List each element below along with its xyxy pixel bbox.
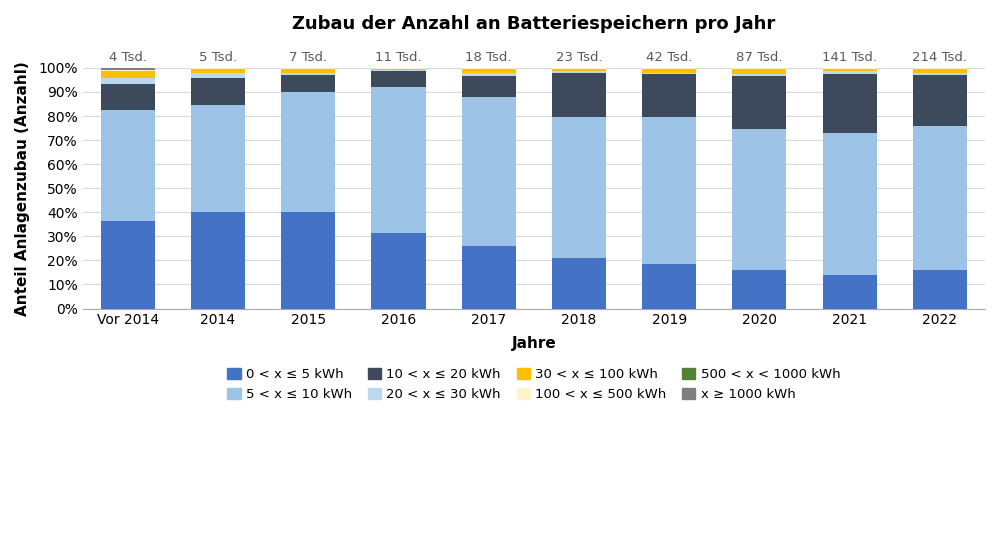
Bar bbox=[552, 258, 606, 309]
Bar bbox=[281, 72, 335, 75]
Text: 87 Tsd.: 87 Tsd. bbox=[736, 51, 783, 64]
Bar bbox=[552, 69, 606, 71]
Bar bbox=[823, 69, 877, 71]
Bar bbox=[823, 68, 877, 69]
Bar bbox=[281, 212, 335, 309]
Bar bbox=[552, 117, 606, 258]
Bar bbox=[101, 71, 155, 77]
Bar bbox=[913, 69, 967, 72]
Bar bbox=[101, 110, 155, 221]
Bar bbox=[913, 75, 967, 126]
Legend: 0 < x ≤ 5 kWh, 5 < x ≤ 10 kWh, 10 < x ≤ 20 kWh, 20 < x ≤ 30 kWh, 30 < x ≤ 100 kW: 0 < x ≤ 5 kWh, 5 < x ≤ 10 kWh, 10 < x ≤ … bbox=[227, 368, 840, 401]
Text: 4 Tsd.: 4 Tsd. bbox=[109, 51, 147, 64]
Bar bbox=[642, 68, 696, 69]
Bar bbox=[732, 129, 786, 270]
Bar bbox=[732, 74, 786, 76]
Bar bbox=[462, 246, 516, 309]
Text: 7 Tsd.: 7 Tsd. bbox=[289, 51, 327, 64]
Bar bbox=[281, 68, 335, 69]
Y-axis label: Anteil Anlagenzubau (Anzahl): Anteil Anlagenzubau (Anzahl) bbox=[15, 61, 30, 316]
Bar bbox=[823, 133, 877, 275]
Bar bbox=[371, 71, 426, 87]
Bar bbox=[101, 70, 155, 71]
Bar bbox=[191, 69, 245, 72]
Bar bbox=[101, 221, 155, 309]
Bar bbox=[191, 77, 245, 105]
Text: 5 Tsd.: 5 Tsd. bbox=[199, 51, 237, 64]
Bar bbox=[913, 126, 967, 270]
Bar bbox=[823, 74, 877, 133]
Bar bbox=[281, 92, 335, 212]
Bar bbox=[462, 69, 516, 72]
Text: 18 Tsd.: 18 Tsd. bbox=[465, 51, 512, 64]
Bar bbox=[732, 68, 786, 69]
Bar bbox=[462, 97, 516, 246]
Bar bbox=[913, 72, 967, 75]
Bar bbox=[191, 105, 245, 212]
Bar bbox=[371, 87, 426, 233]
Bar bbox=[371, 69, 426, 70]
Bar bbox=[101, 84, 155, 110]
Bar bbox=[371, 233, 426, 309]
Bar bbox=[642, 117, 696, 264]
Bar bbox=[642, 74, 696, 117]
Bar bbox=[732, 69, 786, 74]
Bar bbox=[823, 71, 877, 74]
Text: 23 Tsd.: 23 Tsd. bbox=[556, 51, 602, 64]
Bar bbox=[371, 68, 426, 69]
Bar bbox=[552, 71, 606, 72]
Bar bbox=[371, 70, 426, 71]
Bar bbox=[552, 68, 606, 69]
Bar bbox=[191, 68, 245, 69]
Text: 42 Tsd.: 42 Tsd. bbox=[646, 51, 692, 64]
Text: 214 Tsd.: 214 Tsd. bbox=[912, 51, 967, 64]
Bar bbox=[913, 68, 967, 69]
Title: Zubau der Anzahl an Batteriespeichern pro Jahr: Zubau der Anzahl an Batteriespeichern pr… bbox=[292, 15, 775, 33]
Bar bbox=[823, 275, 877, 309]
X-axis label: Jahre: Jahre bbox=[511, 336, 556, 351]
Bar bbox=[642, 69, 696, 72]
Bar bbox=[642, 72, 696, 74]
Bar bbox=[462, 72, 516, 76]
Bar bbox=[913, 270, 967, 309]
Bar bbox=[732, 76, 786, 129]
Bar bbox=[281, 75, 335, 92]
Bar bbox=[462, 76, 516, 97]
Bar bbox=[552, 72, 606, 117]
Bar bbox=[462, 68, 516, 69]
Bar bbox=[281, 69, 335, 72]
Bar bbox=[191, 212, 245, 309]
Text: 11 Tsd.: 11 Tsd. bbox=[375, 51, 422, 64]
Bar bbox=[732, 270, 786, 309]
Text: 141 Tsd.: 141 Tsd. bbox=[822, 51, 877, 64]
Bar bbox=[101, 68, 155, 70]
Bar bbox=[642, 264, 696, 309]
Bar bbox=[191, 72, 245, 77]
Bar bbox=[101, 77, 155, 84]
